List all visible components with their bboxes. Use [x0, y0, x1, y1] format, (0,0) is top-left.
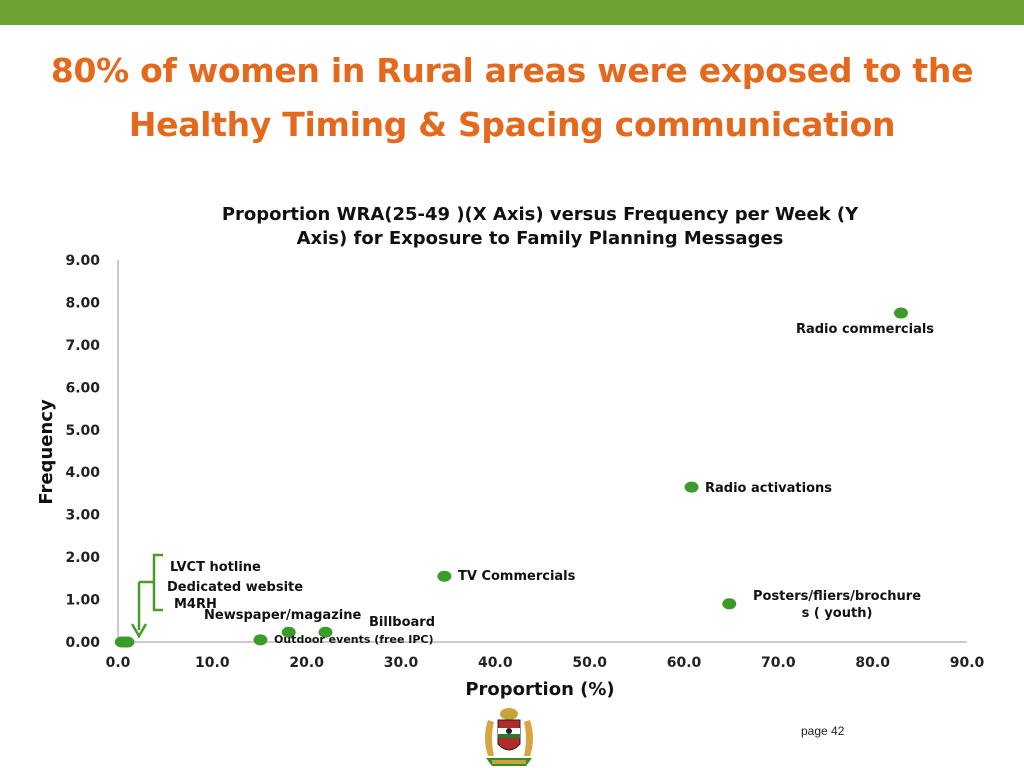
- y-tick-label: 4.00: [65, 465, 100, 481]
- point-label-line: TV Commercials: [458, 569, 576, 584]
- point-label-line: Newspaper/magazine: [204, 608, 361, 623]
- point-label: Posters/fliers/brochure s ( youth): [753, 589, 921, 621]
- data-point: [437, 570, 452, 582]
- chart-title-line-1: Proportion WRA(25-49 )(X Axis) versus Fr…: [222, 204, 859, 225]
- point-label: Newspaper/magazine: [204, 608, 361, 623]
- point-label-line: s ( youth): [802, 606, 873, 621]
- x-tick-label: 90.0: [950, 655, 985, 671]
- chart-ticks: 0.00 1.00 2.00 3.00 4.00 5.00 6.00 7.00 8.00 9.00…: [65, 253, 984, 671]
- point-label-line: Dedicated website: [167, 580, 303, 595]
- chart-title: Proportion WRA(25-49 )(X Axis) versus Fr…: [222, 204, 859, 249]
- chart-points: [114, 307, 908, 648]
- point-label: Radio commercials: [796, 322, 934, 337]
- y-tick-label: 1.00: [65, 593, 100, 609]
- point-label-line: Radio commercials: [796, 322, 934, 337]
- slide-title-line-2: Healthy Timing & Spacing communication: [128, 105, 896, 144]
- x-tick-label: 0.0: [106, 655, 131, 671]
- point-label: Dedicated website: [167, 580, 303, 595]
- data-point: [281, 626, 296, 638]
- top-accent-bar: [0, 0, 1024, 25]
- point-label-line: Billboard: [369, 615, 435, 630]
- point-label: TV Commercials: [458, 569, 576, 584]
- y-tick-label: 6.00: [65, 380, 100, 396]
- x-tick-label: 60.0: [667, 655, 702, 671]
- point-label: Radio activations: [705, 481, 832, 496]
- y-axis-label: Frequency: [36, 399, 57, 505]
- point-label-line: M4RH: [174, 597, 217, 612]
- scatter-chart: Proportion WRA(25-49 )(X Axis) versus Fr…: [36, 204, 985, 700]
- chart-title-line-2: Axis) for Exposure to Family Planning Me…: [297, 228, 784, 249]
- chart-point-labels: Radio commercials Radio activations TV Com…: [167, 322, 934, 646]
- x-axis-label: Proportion (%): [465, 679, 614, 700]
- y-tick-label: 7.00: [65, 338, 100, 354]
- point-label-line: Posters/fliers/brochure: [753, 589, 921, 604]
- group-bracket: [152, 553, 163, 612]
- x-tick-label: 10.0: [195, 655, 230, 671]
- y-tick-label: 2.00: [65, 550, 100, 566]
- down-arrow-icon: [130, 623, 148, 639]
- point-label-line: LVCT hotline: [170, 560, 261, 575]
- data-point: [253, 634, 268, 646]
- chart-annotations: [130, 553, 163, 639]
- x-tick-label: 80.0: [855, 655, 890, 671]
- data-point: [684, 481, 699, 493]
- data-point: [722, 598, 737, 610]
- coat-of-arms-logo: [485, 708, 533, 766]
- slide-title-line-1: 80% of women in Rural areas were exposed…: [50, 51, 974, 90]
- x-tick-label: 20.0: [289, 655, 324, 671]
- point-label: Outdoor events (free IPC): [274, 633, 433, 646]
- page-number: page 42: [801, 724, 845, 738]
- x-tick-label: 70.0: [761, 655, 796, 671]
- x-tick-label: 30.0: [384, 655, 419, 671]
- y-tick-label: 0.00: [65, 635, 100, 651]
- y-tick-label: 9.00: [65, 253, 100, 269]
- point-label: Billboard: [369, 615, 435, 630]
- point-label-line: Radio activations: [705, 481, 832, 496]
- data-point: [893, 307, 908, 319]
- x-tick-label: 40.0: [478, 655, 513, 671]
- y-tick-label: 3.00: [65, 508, 100, 524]
- slide-title: 80% of women in Rural areas were exposed…: [20, 44, 1004, 152]
- point-label-line: Outdoor events (free IPC): [274, 633, 433, 646]
- data-point: [318, 626, 333, 638]
- x-tick-label: 50.0: [572, 655, 607, 671]
- y-tick-label: 5.00: [65, 423, 100, 439]
- y-tick-label: 8.00: [65, 295, 100, 311]
- point-label: M4RH: [174, 597, 217, 612]
- data-point: [120, 636, 135, 648]
- point-label: LVCT hotline: [170, 560, 261, 575]
